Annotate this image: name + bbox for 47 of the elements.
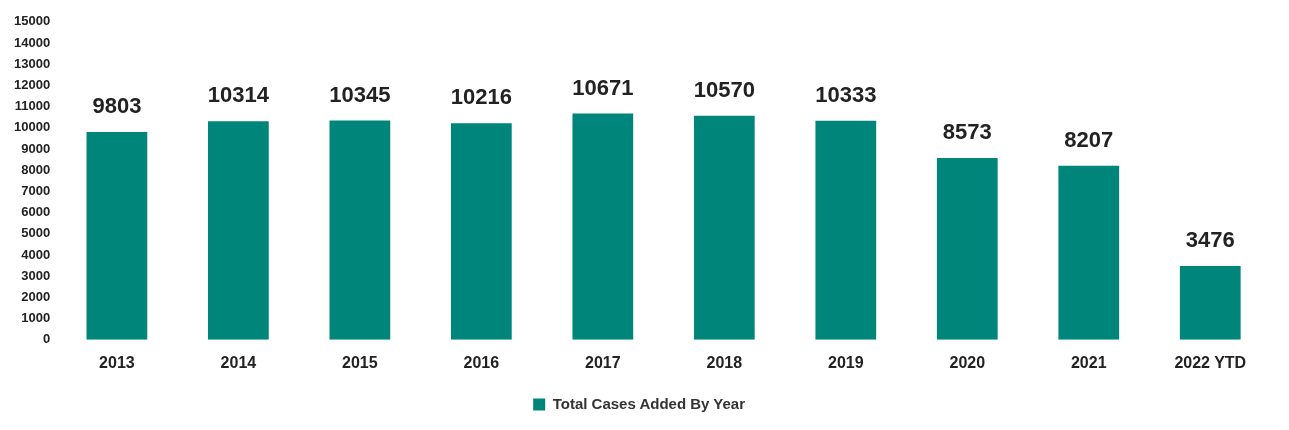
bar <box>1058 165 1120 340</box>
bar <box>329 120 391 340</box>
y-tick-label: 1000 <box>21 310 51 326</box>
x-tick-label: 2015 <box>342 353 378 371</box>
y-tick-label: 8000 <box>21 161 51 177</box>
y-tick-label: 3000 <box>21 267 51 283</box>
bar <box>208 121 269 340</box>
data-label: 10216 <box>450 84 512 110</box>
data-label: 8573 <box>942 119 992 145</box>
x-tick-label: 2022 YTD <box>1174 353 1247 371</box>
bar <box>572 113 634 340</box>
y-tick-label: 5000 <box>21 225 51 241</box>
legend-label: Total Cases Added By Year <box>552 394 746 412</box>
x-tick-label: 2016 <box>463 353 500 371</box>
data-label: 3476 <box>1185 227 1235 253</box>
y-tick-label: 12000 <box>13 76 51 92</box>
x-tick-label: 2021 <box>1070 353 1107 371</box>
data-label: 8207 <box>1064 126 1114 152</box>
y-tick-label: 0 <box>42 331 51 347</box>
data-label: 10314 <box>207 82 270 108</box>
x-tick-label: 2020 <box>949 353 986 371</box>
y-tick-label: 9000 <box>21 140 51 156</box>
y-tick-label: 11000 <box>14 98 51 114</box>
data-label: 9803 <box>92 93 142 119</box>
y-tick-label: 6000 <box>21 204 51 220</box>
bar <box>450 123 512 340</box>
y-tick-label: 4000 <box>21 246 51 262</box>
y-tick-label: 14000 <box>13 34 51 50</box>
y-tick-label: 15000 <box>13 13 51 29</box>
x-tick-label: 2019 <box>828 353 864 371</box>
bar <box>693 115 755 340</box>
data-label: 10333 <box>815 81 877 107</box>
x-tick-label: 2013 <box>99 353 135 371</box>
bar <box>815 120 877 340</box>
y-tick-label: 7000 <box>21 182 51 198</box>
bar <box>936 158 998 340</box>
data-label: 10570 <box>693 76 755 102</box>
y-tick-label: 13000 <box>13 55 51 71</box>
x-tick-label: 2014 <box>220 353 257 371</box>
y-tick-label: 10000 <box>13 119 51 135</box>
bar <box>1179 266 1241 340</box>
x-tick-label: 2017 <box>585 353 621 371</box>
data-label: 10671 <box>572 74 634 100</box>
y-tick-label: 2000 <box>21 288 51 304</box>
x-tick-label: 2018 <box>706 353 743 371</box>
bar <box>86 131 148 340</box>
data-label: 10345 <box>329 81 391 107</box>
